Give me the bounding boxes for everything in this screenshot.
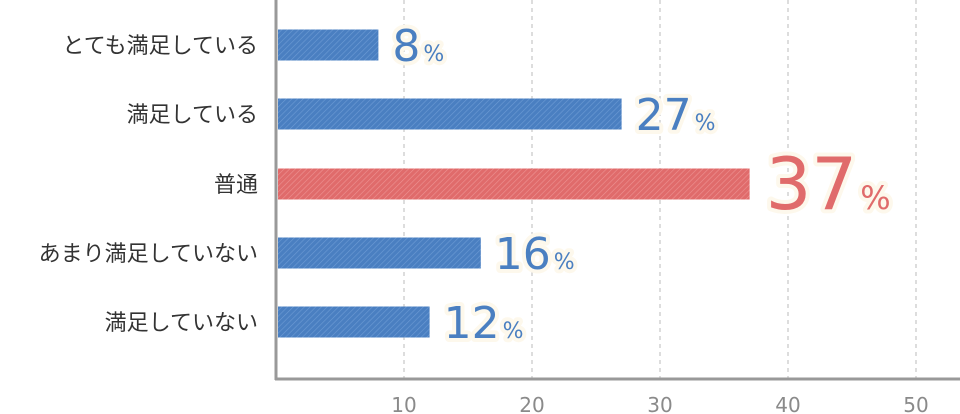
category-label: 満足している	[127, 103, 258, 128]
value-label: 27%	[636, 90, 716, 141]
bar-0	[278, 29, 379, 61]
category-label: とても満足している	[62, 34, 258, 59]
category-label: あまり満足していない	[39, 242, 258, 267]
value-suffix: %	[554, 250, 575, 275]
value-suffix: %	[695, 111, 716, 136]
value-suffix: %	[860, 179, 890, 217]
value-number: 37	[766, 142, 858, 226]
category-label: 普通	[214, 173, 258, 198]
value-number: 16	[495, 229, 551, 280]
bar-1	[278, 98, 622, 130]
bar-3	[278, 237, 481, 269]
value-suffix: %	[503, 319, 524, 344]
x-tick-label: 10	[391, 393, 416, 414]
value-label: 37%	[766, 142, 891, 226]
value-label: 16%	[495, 229, 575, 280]
bar-2	[278, 168, 750, 200]
value-label: 8%	[392, 21, 444, 72]
value-suffix: %	[423, 42, 444, 67]
bars	[278, 29, 750, 338]
value-number: 8	[392, 21, 420, 72]
tick-labels: 10 20 30 40 50	[391, 393, 928, 414]
category-label: 満足していない	[105, 311, 258, 336]
axes	[274, 0, 960, 381]
value-number: 12	[444, 298, 500, 349]
value-number: 27	[636, 90, 692, 141]
x-tick-label: 50	[903, 393, 928, 414]
bar-4	[278, 306, 430, 338]
value-labels: 8 %27 %37%16 %12%	[388, 17, 894, 353]
x-tick-label: 20	[519, 393, 544, 414]
value-label: 12%	[444, 298, 524, 349]
x-tick-label: 40	[775, 393, 800, 414]
x-tick-label: 30	[647, 393, 672, 414]
